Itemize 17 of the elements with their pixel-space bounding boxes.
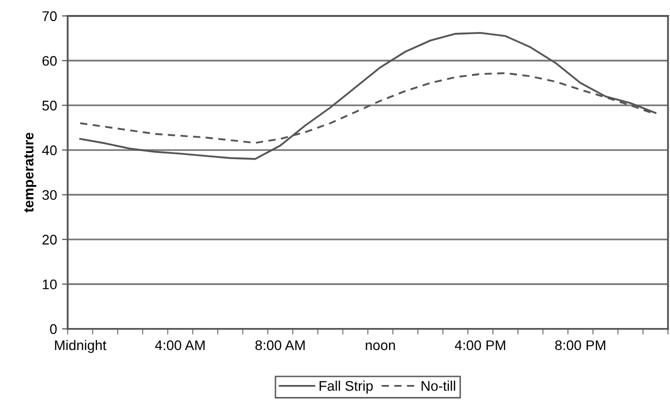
y-tick-label: 60: [42, 56, 57, 66]
y-tick-label: 40: [42, 145, 57, 156]
y-tick-label: 20: [42, 234, 57, 245]
y-tick-label: 70: [42, 11, 57, 22]
y-tick-label: 30: [42, 190, 57, 200]
x-tick-label: Midnight: [55, 340, 106, 353]
x-tick-label: 8:00 AM: [255, 340, 305, 350]
x-tick-label: 8:00 PM: [555, 340, 606, 350]
legend-label: No-till: [422, 380, 456, 391]
y-axis-title: temperature: [24, 132, 36, 212]
x-tick-label: 4:00 PM: [454, 340, 506, 350]
x-tick-label: 4:00 AM: [155, 340, 205, 350]
y-tick-label: 50: [42, 100, 57, 110]
y-tick-label: 0: [50, 324, 57, 334]
x-tick-label: noon: [366, 342, 395, 350]
y-tick-label: 10: [42, 279, 57, 290]
legend-label: Fall Strip: [320, 380, 373, 394]
